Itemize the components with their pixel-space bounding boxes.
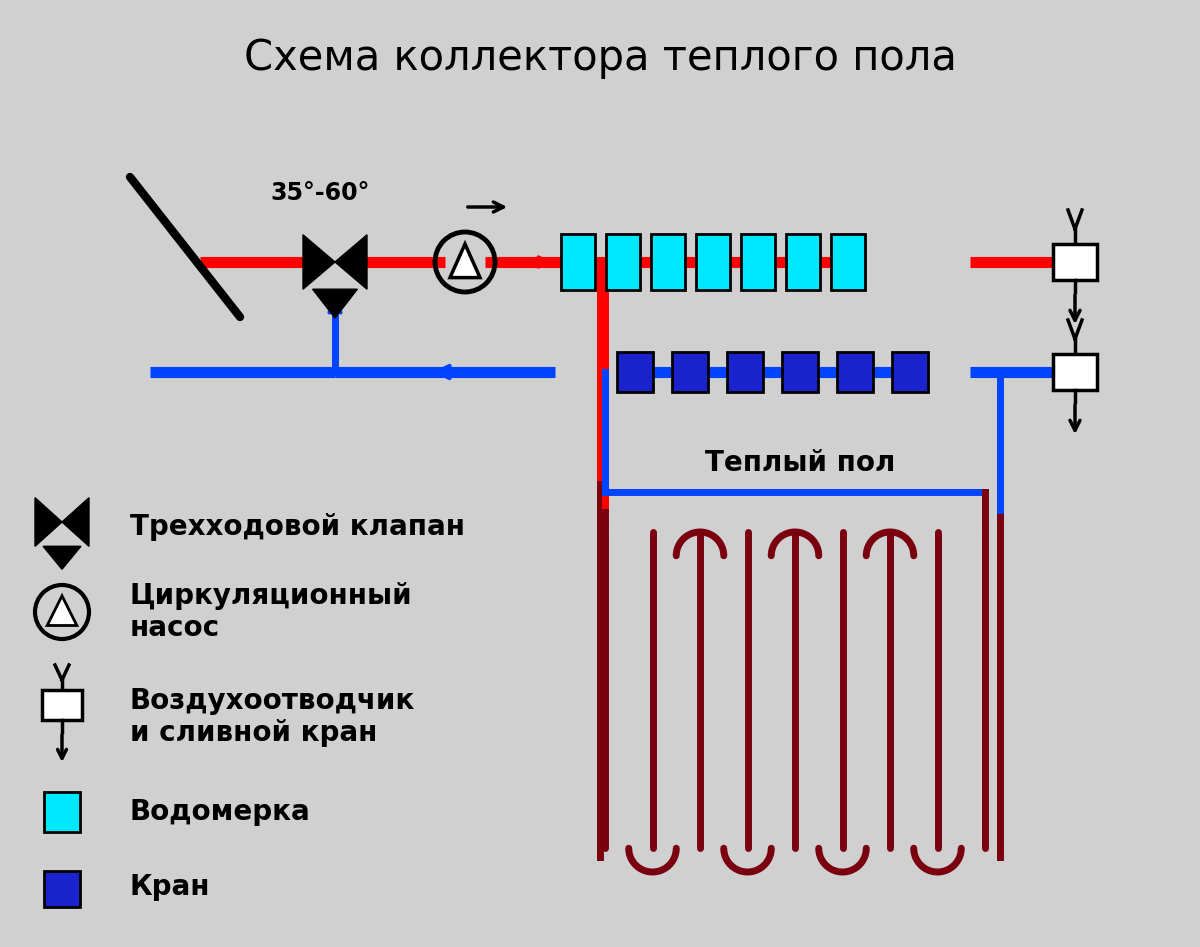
Polygon shape bbox=[335, 235, 367, 289]
Bar bbox=[672, 352, 708, 392]
Polygon shape bbox=[47, 596, 77, 626]
Bar bbox=[782, 352, 818, 392]
Bar bbox=[830, 234, 865, 290]
Bar bbox=[650, 234, 685, 290]
Polygon shape bbox=[302, 235, 335, 289]
Text: Трехходовой клапан: Трехходовой клапан bbox=[130, 513, 466, 541]
Bar bbox=[1054, 244, 1097, 280]
Polygon shape bbox=[43, 546, 80, 569]
Bar bbox=[617, 352, 653, 392]
Text: Воздухоотводчик
и сливной кран: Воздухоотводчик и сливной кран bbox=[130, 687, 415, 747]
Bar bbox=[1054, 354, 1097, 390]
Text: Теплый пол: Теплый пол bbox=[704, 449, 895, 477]
Bar bbox=[44, 871, 80, 907]
Text: Схема коллектора теплого пола: Схема коллектора теплого пола bbox=[244, 37, 956, 79]
Bar bbox=[696, 234, 730, 290]
Bar bbox=[742, 234, 775, 290]
Bar bbox=[892, 352, 928, 392]
Bar bbox=[44, 792, 80, 832]
Bar bbox=[562, 234, 595, 290]
Text: 35°-60°: 35°-60° bbox=[270, 181, 370, 205]
Bar bbox=[838, 352, 874, 392]
Polygon shape bbox=[35, 498, 62, 546]
Polygon shape bbox=[450, 244, 480, 277]
Text: Кран: Кран bbox=[130, 873, 210, 901]
Bar bbox=[786, 234, 820, 290]
Text: Циркуляционный
насос: Циркуляционный насос bbox=[130, 581, 413, 642]
Polygon shape bbox=[62, 498, 89, 546]
Polygon shape bbox=[312, 289, 358, 318]
Bar bbox=[606, 234, 640, 290]
Bar bbox=[727, 352, 763, 392]
Bar bbox=[42, 690, 82, 720]
Text: Водомерка: Водомерка bbox=[130, 798, 311, 826]
